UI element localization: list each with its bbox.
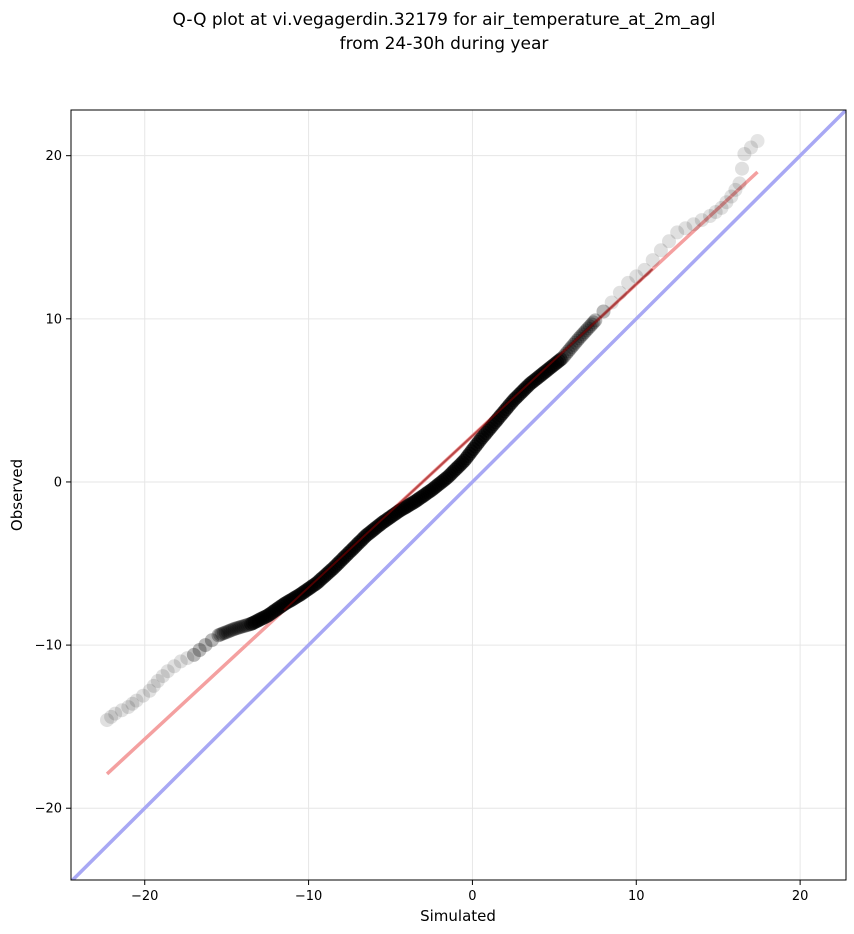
qq-point-237 xyxy=(670,225,685,240)
qq-point-241 xyxy=(703,209,717,223)
qq-point-217 xyxy=(570,333,585,348)
x-axis-ticks: −20 −10 0 10 20 xyxy=(131,880,808,904)
qq-point-17 xyxy=(192,643,207,657)
y-tick-label-0: −20 xyxy=(35,802,62,817)
qq-point-1 xyxy=(104,709,119,724)
qq-point-31 xyxy=(231,620,246,635)
qq-point-210 xyxy=(557,348,572,363)
identity-line xyxy=(71,110,846,880)
x-tick-label-2: 0 xyxy=(468,889,476,904)
qq-point-229 xyxy=(604,295,619,310)
qq-point-216 xyxy=(568,335,583,350)
qq-point-3 xyxy=(114,703,129,718)
qq-point-19 xyxy=(204,633,219,648)
qq-point-227 xyxy=(588,313,603,328)
qq-point-247 xyxy=(732,176,747,191)
qq-point-251 xyxy=(750,133,765,148)
qq-point-2 xyxy=(108,706,123,721)
qq-point-24 xyxy=(218,625,233,640)
y-axis-label: Observed xyxy=(8,459,26,531)
fit-line-core xyxy=(283,268,654,611)
qq-point-234 xyxy=(645,253,660,268)
qq-point-248 xyxy=(735,161,749,176)
plot-frame xyxy=(70,109,847,881)
qq-point-18 xyxy=(198,638,213,653)
qq-point-238 xyxy=(678,221,693,236)
x-tick-label-3: 10 xyxy=(628,889,645,904)
qq-point-15 xyxy=(180,651,195,666)
qq-point-249 xyxy=(737,147,752,161)
y-tick-label-4: 20 xyxy=(45,149,62,164)
y-tick-label-2: 0 xyxy=(54,475,62,490)
qq-point-20 xyxy=(211,628,226,643)
y-tick-label-1: −10 xyxy=(35,639,62,654)
qq-point-4 xyxy=(121,700,136,715)
qq-point-25 xyxy=(220,624,235,639)
qq-point-214 xyxy=(564,340,579,355)
qq-point-235 xyxy=(653,243,668,258)
qq-point-240 xyxy=(694,213,709,228)
qq-point-29 xyxy=(227,621,242,636)
y-tick-label-3: 10 xyxy=(45,312,62,327)
x-tick-label-1: −10 xyxy=(295,889,322,904)
qq-point-13 xyxy=(167,659,182,674)
qq-point-250 xyxy=(744,140,758,155)
qq-point-7 xyxy=(136,688,151,703)
qq-point-231 xyxy=(621,275,636,290)
qq-point-23 xyxy=(216,626,231,641)
qq-point-12 xyxy=(160,664,175,679)
qq-point-30 xyxy=(229,621,244,636)
qq-point-208 xyxy=(553,352,568,367)
qq-point-213 xyxy=(562,342,577,357)
x-axis-label: Simulated xyxy=(420,907,496,925)
qq-point-236 xyxy=(662,234,676,249)
qq-point-244 xyxy=(719,195,734,210)
qq-point-239 xyxy=(686,217,701,232)
qq-point-27 xyxy=(224,623,239,638)
quantile-points xyxy=(100,133,765,728)
qq-point-5 xyxy=(125,696,140,711)
qq-point-242 xyxy=(708,205,723,219)
qq-point-245 xyxy=(724,189,739,204)
qq-point-6 xyxy=(129,693,144,708)
qq-point-16 xyxy=(186,647,201,662)
qq-point-0 xyxy=(100,713,114,728)
qq-point-211 xyxy=(559,346,574,361)
qq-point-215 xyxy=(566,337,581,352)
qq-point-26 xyxy=(222,623,237,638)
qq-point-243 xyxy=(714,200,729,215)
grid xyxy=(71,110,846,880)
qq-point-32 xyxy=(233,620,248,635)
chart-subtitle: from 24-30h during year xyxy=(340,34,549,54)
y-axis-ticks: −20 −10 0 10 20 xyxy=(35,149,71,817)
qq-point-11 xyxy=(155,669,170,684)
qq-point-9 xyxy=(146,678,161,693)
x-tick-label-4: 20 xyxy=(792,889,809,904)
qq-point-28 xyxy=(226,622,240,637)
qq-point-21 xyxy=(213,627,228,642)
qq-point-14 xyxy=(173,654,188,669)
x-tick-label-0: −20 xyxy=(131,889,158,904)
qq-point-228 xyxy=(596,304,611,319)
qq-point-246 xyxy=(728,182,743,197)
qq-point-8 xyxy=(142,683,157,698)
chart-title: Q-Q plot at vi.vegagerdin.32179 for air_… xyxy=(172,10,715,30)
qq-point-22 xyxy=(215,626,230,641)
qq-point-212 xyxy=(561,344,575,359)
qq-point-10 xyxy=(150,674,165,688)
